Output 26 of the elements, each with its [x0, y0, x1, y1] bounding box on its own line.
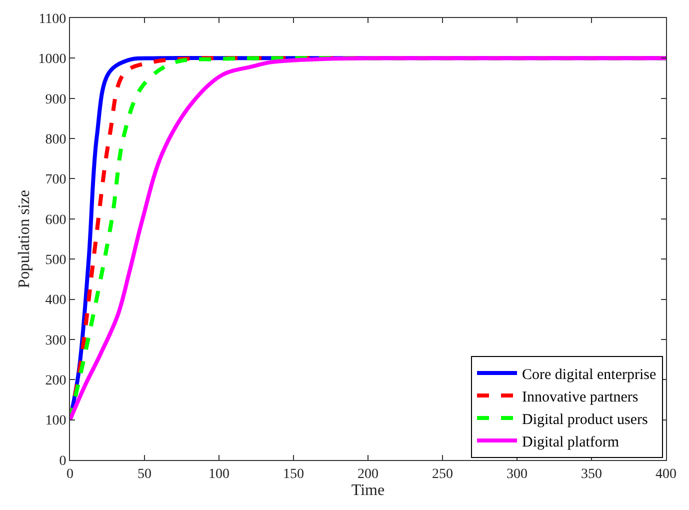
y-tick-label: 300 — [45, 333, 66, 348]
x-tick-label: 250 — [432, 466, 453, 482]
x-tick-label: 200 — [358, 466, 378, 482]
x-tick-label: 400 — [656, 466, 676, 482]
x-tick-label: 100 — [208, 466, 230, 482]
y-tick-label: 400 — [45, 293, 66, 308]
x-tick-label: 150 — [283, 466, 304, 482]
y-tick-label: 900 — [45, 92, 66, 108]
y-tick-label: 500 — [45, 252, 66, 268]
x-axis-title: Time — [351, 482, 385, 499]
y-tick-label: 1000 — [38, 52, 66, 68]
legend-label: Digital product users — [522, 412, 648, 428]
x-tick-label: 50 — [138, 466, 152, 482]
y-tick-label: 100 — [45, 414, 66, 429]
legend-label: Innovative partners — [522, 389, 638, 406]
y-tick-label: 0 — [59, 454, 66, 469]
x-tick-label: 350 — [581, 466, 602, 482]
y-tick-label: 700 — [45, 172, 66, 188]
y-tick-label: 1100 — [38, 12, 66, 27]
y-tick-label: 800 — [45, 132, 66, 148]
legend-label: Digital platform — [522, 434, 620, 450]
x-tick-label: 300 — [506, 466, 528, 482]
y-axis-title: Population size — [16, 190, 34, 288]
legend-label: Core digital enterprise — [522, 366, 656, 383]
y-tick-label: 600 — [45, 212, 66, 228]
y-tick-label: 200 — [45, 374, 66, 389]
